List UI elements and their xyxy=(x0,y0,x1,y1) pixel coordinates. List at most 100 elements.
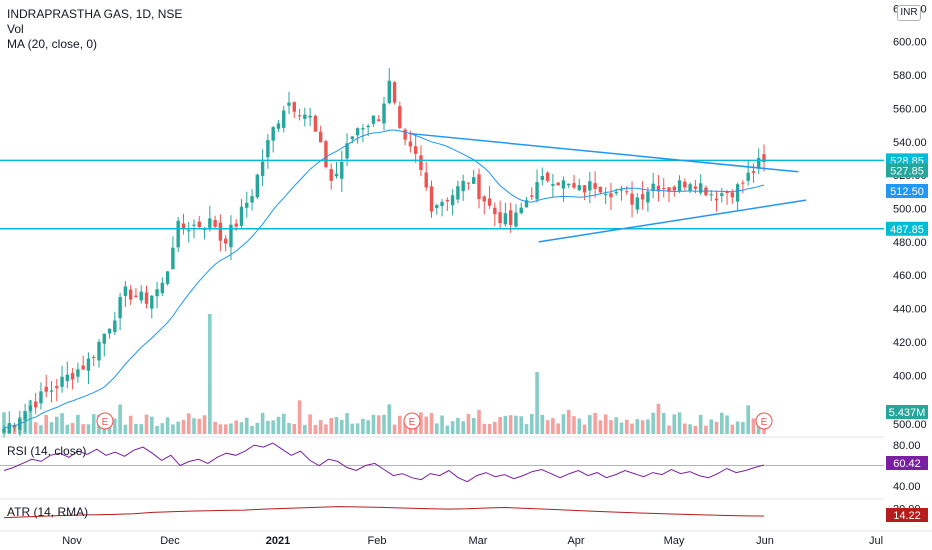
volume-bar[interactable] xyxy=(429,412,434,434)
candle-body[interactable] xyxy=(514,212,518,227)
volume-bar[interactable] xyxy=(714,421,719,434)
candle-body[interactable] xyxy=(709,194,713,196)
volume-bar[interactable] xyxy=(719,412,724,434)
volume-bar[interactable] xyxy=(730,424,735,434)
moving-average-line[interactable] xyxy=(3,129,765,430)
candle-body[interactable] xyxy=(276,123,281,129)
volume-bar[interactable] xyxy=(2,412,6,434)
candle-body[interactable] xyxy=(751,171,756,173)
volume-bar[interactable] xyxy=(60,413,64,434)
candle-body[interactable] xyxy=(683,181,687,188)
candle-body[interactable] xyxy=(403,129,407,140)
candle-body[interactable] xyxy=(651,183,655,191)
volume-bar[interactable] xyxy=(593,413,597,434)
candle-body[interactable] xyxy=(561,180,566,189)
volume-bar[interactable] xyxy=(471,418,476,434)
candle-body[interactable] xyxy=(287,102,291,106)
volume-bar[interactable] xyxy=(392,424,397,434)
candle-body[interactable] xyxy=(44,386,48,392)
candle-body[interactable] xyxy=(741,182,745,184)
volume-bar[interactable] xyxy=(456,417,460,434)
candle-body[interactable] xyxy=(118,297,122,319)
volume-bar[interactable] xyxy=(149,416,154,434)
volume-bar[interactable] xyxy=(366,420,370,434)
volume-bar[interactable] xyxy=(192,418,196,434)
candle-body[interactable] xyxy=(382,103,386,124)
volume-legend-label[interactable]: Vol xyxy=(7,22,24,36)
candle-body[interactable] xyxy=(303,114,307,119)
candle-body[interactable] xyxy=(730,192,735,198)
candle-body[interactable] xyxy=(625,191,629,193)
candle-body[interactable] xyxy=(582,185,587,193)
candle-body[interactable] xyxy=(245,202,249,208)
volume-bar[interactable] xyxy=(698,414,703,434)
volume-bar[interactable] xyxy=(287,422,291,434)
candle-body[interactable] xyxy=(540,175,545,180)
volume-bar[interactable] xyxy=(250,425,254,434)
volume-bar[interactable] xyxy=(635,419,640,434)
candle-body[interactable] xyxy=(598,186,603,193)
candle-body[interactable] xyxy=(81,365,85,370)
volume-bar[interactable] xyxy=(239,422,244,434)
candle-body[interactable] xyxy=(171,247,175,270)
volume-bar[interactable] xyxy=(81,424,85,434)
candle-body[interactable] xyxy=(735,184,740,202)
volume-bar[interactable] xyxy=(493,421,497,434)
candle-body[interactable] xyxy=(260,161,265,176)
volume-bar[interactable] xyxy=(434,423,439,434)
volume-bar[interactable] xyxy=(624,419,629,434)
volume-bar[interactable] xyxy=(202,415,207,434)
volume-bar[interactable] xyxy=(709,419,714,434)
candle-body[interactable] xyxy=(361,128,365,130)
candle-body[interactable] xyxy=(493,207,497,215)
volume-bar[interactable] xyxy=(155,425,159,434)
volume-bar[interactable] xyxy=(672,414,677,434)
candle-body[interactable] xyxy=(255,174,260,198)
candle-body[interactable] xyxy=(350,136,355,140)
candle-body[interactable] xyxy=(508,210,513,225)
volume-bar[interactable] xyxy=(345,413,349,434)
candle-body[interactable] xyxy=(640,194,645,200)
candle-body[interactable] xyxy=(720,193,724,196)
candle-body[interactable] xyxy=(197,221,201,227)
candle-body[interactable] xyxy=(477,174,481,200)
volume-bar[interactable] xyxy=(598,420,603,434)
volume-bar[interactable] xyxy=(186,413,191,434)
volume-bar[interactable] xyxy=(134,423,138,434)
volume-bar[interactable] xyxy=(688,424,692,434)
volume-bar[interactable] xyxy=(683,423,687,434)
volume-bar[interactable] xyxy=(540,414,545,434)
candle-body[interactable] xyxy=(519,207,523,214)
volume-bar[interactable] xyxy=(244,417,249,434)
volume-bar[interactable] xyxy=(266,421,270,434)
candle-body[interactable] xyxy=(424,172,428,188)
volume-bar[interactable] xyxy=(144,414,149,434)
volume-bar[interactable] xyxy=(12,424,17,434)
candle-body[interactable] xyxy=(213,219,217,227)
candle-body[interactable] xyxy=(33,401,38,408)
volume-bar[interactable] xyxy=(271,420,275,434)
volume-bar[interactable] xyxy=(677,412,682,434)
lower-trendline[interactable] xyxy=(538,199,807,243)
volume-bar[interactable] xyxy=(49,422,54,434)
candle-body[interactable] xyxy=(107,328,112,334)
candle-body[interactable] xyxy=(39,391,43,404)
volume-bar[interactable] xyxy=(371,414,376,434)
candle-body[interactable] xyxy=(329,169,333,181)
volume-bar[interactable] xyxy=(466,413,471,434)
volume-bar[interactable] xyxy=(281,413,286,434)
candle-body[interactable] xyxy=(128,289,133,300)
earnings-marker-icon[interactable] xyxy=(755,412,773,430)
candle-body[interactable] xyxy=(60,376,64,387)
candle-body[interactable] xyxy=(746,172,750,181)
candle-body[interactable] xyxy=(757,157,761,169)
candle-body[interactable] xyxy=(635,197,640,210)
candle-body[interactable] xyxy=(297,115,302,117)
volume-bar[interactable] xyxy=(746,405,750,434)
candle-body[interactable] xyxy=(487,198,492,206)
volume-bar[interactable] xyxy=(160,423,165,434)
candle-body[interactable] xyxy=(340,161,344,179)
candle-body[interactable] xyxy=(377,119,381,121)
candle-body[interactable] xyxy=(656,185,661,192)
volume-bar[interactable] xyxy=(551,418,555,434)
